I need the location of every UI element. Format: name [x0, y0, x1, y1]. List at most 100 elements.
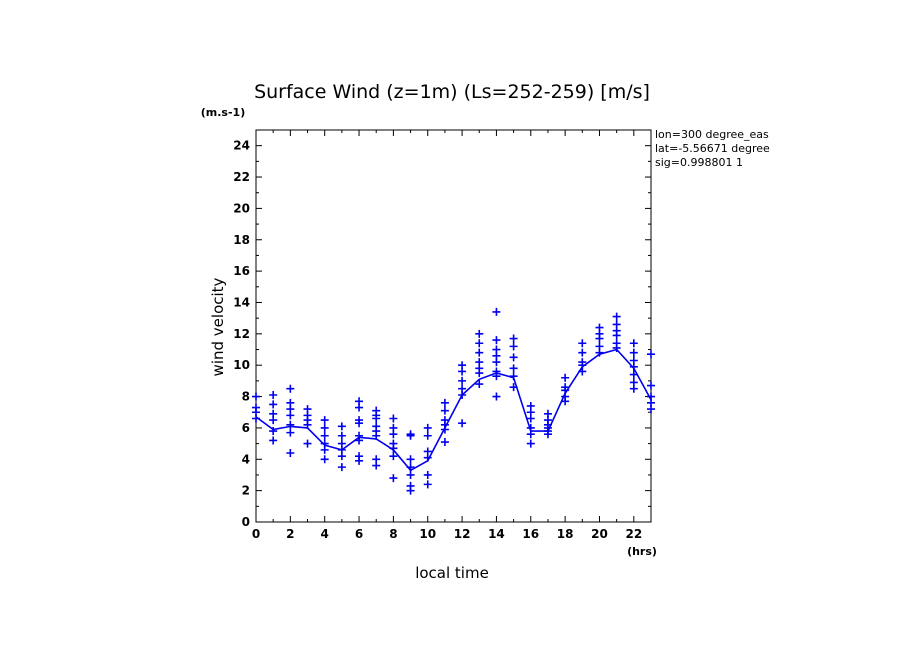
data-point	[440, 398, 449, 407]
data-point	[561, 397, 570, 406]
x-unit-label: (hrs)	[627, 545, 657, 558]
data-point	[440, 425, 449, 434]
data-point	[389, 414, 398, 423]
y-axis-title: wind velocity	[209, 277, 227, 376]
data-point	[286, 411, 295, 420]
data-point	[440, 406, 449, 415]
data-point	[303, 420, 312, 429]
data-point	[475, 329, 484, 338]
data-point	[612, 343, 621, 352]
data-point	[578, 367, 587, 376]
annotation-lat: lat=-5.56671 degree	[655, 142, 770, 155]
data-point	[269, 400, 278, 409]
data-point	[252, 414, 260, 423]
data-point	[612, 331, 621, 340]
data-point	[526, 430, 535, 439]
data-point	[286, 449, 295, 458]
x-tick-label: 12	[454, 527, 471, 541]
data-point	[337, 431, 346, 440]
data-point	[286, 428, 295, 437]
data-point	[406, 431, 415, 440]
data-point	[423, 480, 432, 489]
data-point	[389, 452, 398, 461]
data-point	[423, 470, 432, 479]
data-point	[320, 416, 329, 425]
data-point	[612, 312, 621, 321]
data-point	[543, 430, 552, 439]
data-point	[561, 373, 570, 382]
x-tick-label: 4	[321, 527, 329, 541]
x-tick-label: 22	[625, 527, 642, 541]
data-point	[355, 419, 364, 428]
data-point	[509, 383, 518, 392]
data-point	[389, 444, 398, 453]
data-point	[492, 392, 501, 401]
y-unit-label: (m.s-1)	[201, 106, 245, 119]
data-point	[578, 348, 587, 357]
data-point	[269, 436, 278, 445]
x-tick-label: 14	[488, 527, 505, 541]
data-point	[337, 422, 346, 431]
data-point	[492, 307, 501, 316]
y-tick-label: 18	[233, 233, 250, 247]
data-point	[440, 438, 449, 447]
data-point	[647, 405, 655, 414]
data-point	[389, 474, 398, 483]
data-point	[509, 353, 518, 362]
data-point	[337, 463, 346, 472]
annotation-lon: lon=300 degree_eas	[655, 128, 769, 141]
data-point	[252, 392, 260, 401]
data-point	[492, 372, 501, 381]
y-tick-label: 2	[242, 484, 250, 498]
data-point	[406, 463, 415, 472]
data-point	[423, 453, 432, 462]
y-tick-label: 14	[233, 295, 250, 309]
plot-frame	[255, 129, 652, 523]
data-point	[423, 431, 432, 440]
data-point	[595, 348, 604, 357]
x-tick-label: 10	[419, 527, 436, 541]
data-point	[458, 376, 467, 385]
mean-wind-line	[255, 348, 652, 472]
chart-title: Surface Wind (z=1m) (Ls=252-259) [m/s]	[254, 81, 650, 103]
y-tick-label: 20	[233, 201, 250, 215]
x-tick-label: 20	[591, 527, 608, 541]
data-point	[647, 381, 655, 390]
data-point	[492, 336, 501, 345]
x-tick-label: 0	[252, 527, 260, 541]
x-axis-title: local time	[415, 564, 489, 582]
data-point	[269, 390, 278, 399]
data-point	[458, 367, 467, 376]
data-point	[509, 342, 518, 351]
data-point	[303, 439, 312, 448]
data-point	[286, 384, 295, 393]
data-point	[269, 427, 278, 436]
y-tick-label: 8	[242, 390, 250, 404]
data-point	[629, 370, 638, 379]
data-point	[458, 419, 467, 428]
x-tick-label: 8	[389, 527, 397, 541]
y-tick-label: 22	[233, 170, 250, 184]
y-tick-label: 12	[233, 327, 250, 341]
data-point	[320, 431, 329, 440]
y-tick-label: 10	[233, 358, 250, 372]
data-point	[629, 339, 638, 348]
data-point	[629, 348, 638, 357]
y-tick-label: 4	[242, 452, 250, 466]
y-tick-label: 0	[242, 515, 250, 529]
y-tick-label: 16	[233, 264, 250, 278]
data-point	[578, 339, 587, 348]
x-tick-label: 16	[522, 527, 539, 541]
x-tick-label: 2	[286, 527, 294, 541]
data-point	[286, 420, 295, 429]
data-point	[355, 403, 364, 412]
data-point	[423, 423, 432, 432]
data-point	[629, 384, 638, 393]
data-point	[355, 436, 364, 445]
annotation-sig: sig=0.998801 1	[655, 156, 743, 169]
y-tick-label: 6	[242, 421, 250, 435]
data-point	[509, 334, 518, 343]
data-point	[320, 445, 329, 454]
x-tick-label: 18	[557, 527, 574, 541]
